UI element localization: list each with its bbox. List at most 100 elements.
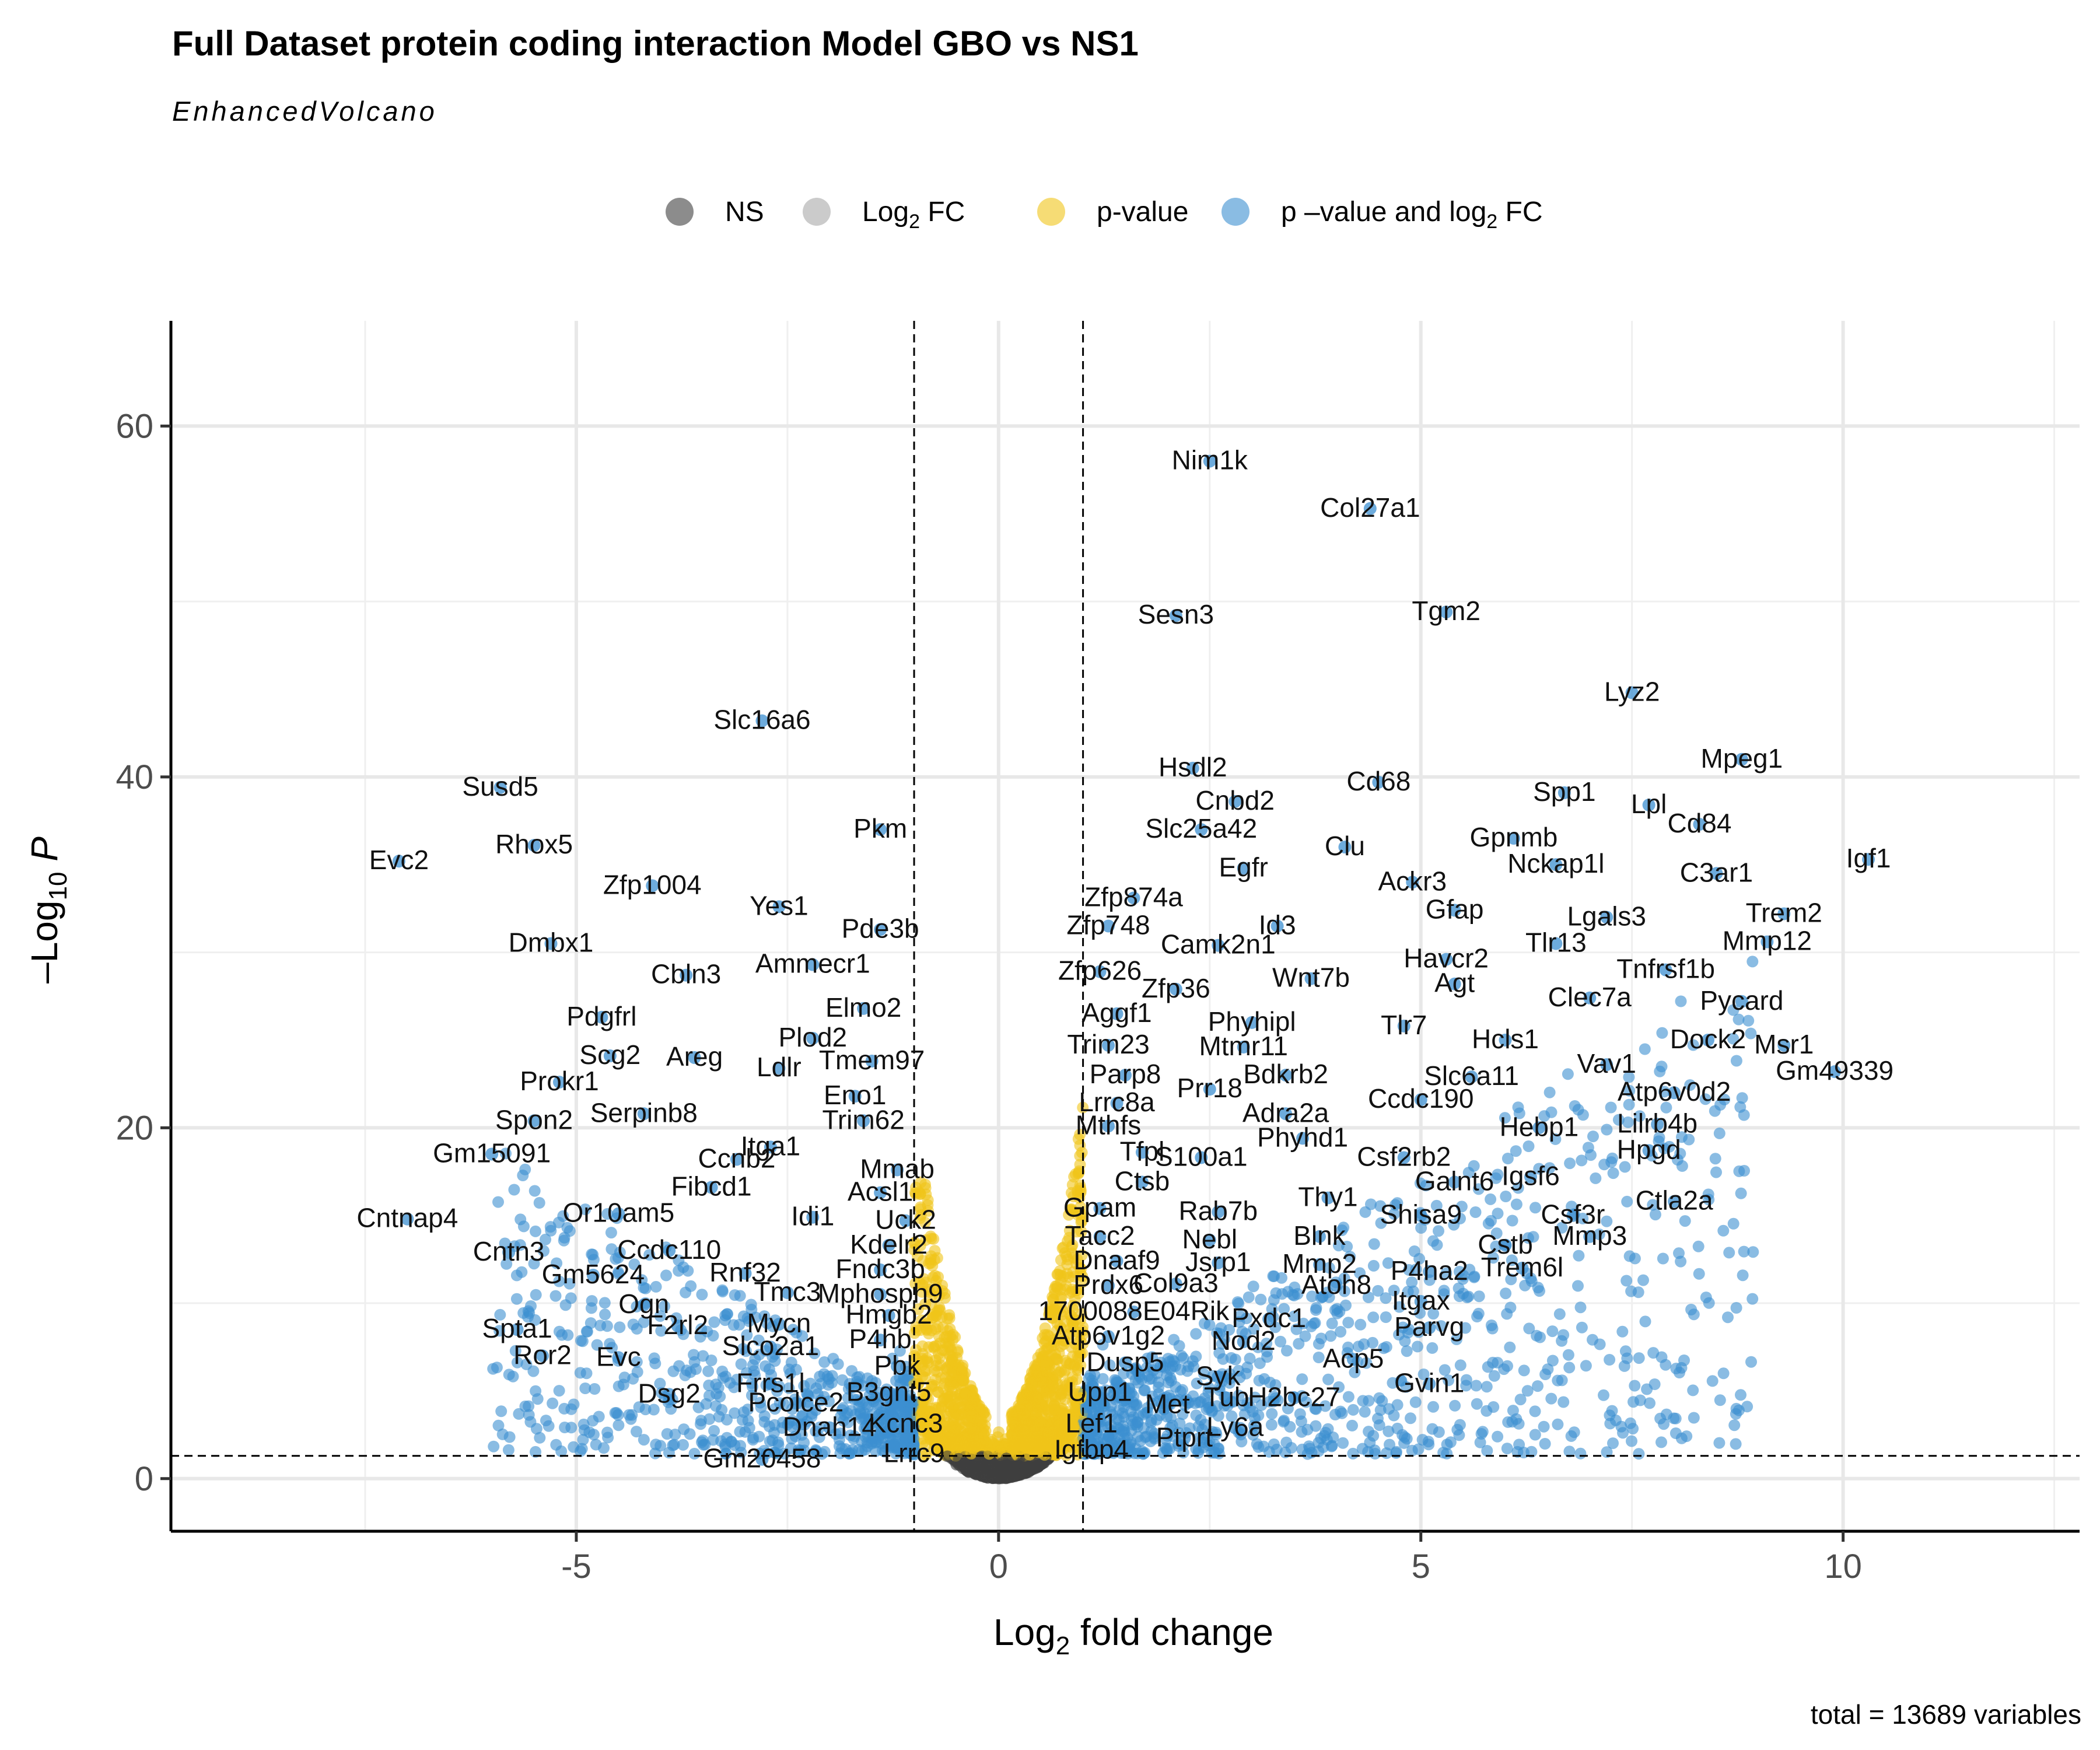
- labeled-point: [1828, 1065, 1842, 1079]
- labeled-point: [1659, 963, 1672, 977]
- data-point: [814, 1421, 826, 1433]
- labeled-point: [1642, 799, 1656, 811]
- data-point: [492, 1419, 505, 1432]
- data-point: [864, 1419, 876, 1431]
- gene-label: Tlr13: [1525, 928, 1587, 958]
- data-point: [1679, 1215, 1691, 1227]
- data-point: [944, 1330, 957, 1342]
- data-point: [1325, 1330, 1337, 1342]
- gene-label: Ammecr1: [755, 949, 870, 979]
- gene-label: Syk: [1196, 1360, 1241, 1391]
- data-point: [1198, 1368, 1210, 1380]
- data-point: [1585, 1149, 1597, 1161]
- data-point: [1046, 1305, 1059, 1317]
- gene-label: Parp8: [1090, 1059, 1161, 1089]
- data-point: [1487, 1252, 1499, 1264]
- data-point: [915, 1324, 926, 1336]
- data-point: [579, 1382, 592, 1394]
- data-point: [1354, 1318, 1367, 1331]
- data-point: [685, 1280, 697, 1292]
- data-point: [1468, 1271, 1480, 1283]
- data-point: [550, 1438, 562, 1451]
- data-point: [668, 1438, 680, 1451]
- data-point: [1601, 1124, 1613, 1136]
- data-point: [1532, 1380, 1544, 1392]
- data-point: [1620, 1275, 1633, 1287]
- gene-label: Ctla2a: [1636, 1185, 1713, 1216]
- data-point: [1693, 1268, 1705, 1280]
- labeled-point: [772, 1318, 786, 1331]
- labeled-point: [1093, 965, 1107, 978]
- data-point: [1544, 1162, 1556, 1174]
- data-point: [612, 1252, 624, 1264]
- data-point: [1409, 1396, 1422, 1408]
- data-point: [692, 1401, 705, 1413]
- cutoff-lines: [171, 321, 2080, 1531]
- labeled-point: [1237, 1335, 1250, 1349]
- labeled-point: [544, 937, 558, 950]
- data-point: [1068, 1171, 1080, 1183]
- data-point: [519, 1163, 531, 1175]
- gene-label: Havcr2: [1404, 943, 1489, 974]
- data-point: [1471, 1311, 1483, 1322]
- data-point: [1668, 1412, 1680, 1424]
- legend-item-ns: NS: [666, 197, 764, 228]
- gene-label: Cntn3: [473, 1236, 545, 1266]
- data-point: [1382, 1425, 1395, 1437]
- labeled-point: [494, 780, 507, 794]
- data-point: [814, 1370, 826, 1382]
- data-point: [1427, 1401, 1439, 1413]
- data-point: [1337, 1437, 1349, 1449]
- x-tick-label: -5: [561, 1548, 592, 1586]
- gene-label: Gm5624: [542, 1259, 645, 1289]
- data-point: [559, 1422, 571, 1433]
- data-point: [1190, 1328, 1202, 1340]
- data-point: [1623, 1071, 1635, 1083]
- data-point: [967, 1433, 979, 1445]
- data-point: [1605, 1156, 1618, 1168]
- data-point: [1338, 1222, 1350, 1234]
- data-point: [915, 1209, 927, 1221]
- data-point: [888, 1441, 900, 1453]
- data-point: [704, 1413, 716, 1425]
- data-point: [1282, 1402, 1294, 1415]
- data-point: [766, 1351, 779, 1363]
- data-point: [1255, 1293, 1267, 1306]
- labeled-point: [1178, 1432, 1191, 1445]
- labeled-point: [1220, 1391, 1233, 1405]
- data-point: [1058, 1241, 1070, 1254]
- labeled-point: [874, 923, 887, 936]
- data-point: [818, 1356, 831, 1368]
- labeled-point: [1169, 609, 1182, 622]
- data-point: [1451, 1334, 1462, 1345]
- data-point: [746, 1390, 758, 1402]
- data-point: [1393, 1301, 1405, 1313]
- data-point: [1190, 1443, 1202, 1455]
- gene-label: Rhox5: [495, 829, 573, 859]
- point-cloud: [487, 956, 1759, 1485]
- data-point: [586, 1248, 598, 1261]
- data-point: [1038, 1449, 1051, 1461]
- data-point: [713, 1410, 725, 1423]
- data-point: [1713, 1437, 1726, 1449]
- data-point: [1490, 1227, 1503, 1240]
- chart-caption: total = 13689 variables: [1811, 1699, 2081, 1730]
- data-point: [1449, 1399, 1461, 1412]
- data-point: [1066, 1311, 1078, 1322]
- data-point: [1556, 1222, 1568, 1234]
- data-point: [1699, 1093, 1712, 1105]
- data-point: [953, 1452, 965, 1465]
- data-point: [1556, 1335, 1568, 1347]
- labeled-point: [1651, 1118, 1664, 1131]
- data-point: [848, 1433, 860, 1445]
- data-point: [1014, 1468, 1027, 1480]
- labeled-point: [1499, 1033, 1512, 1046]
- data-point: [785, 1442, 797, 1454]
- data-point: [1009, 1438, 1021, 1451]
- data-point: [1177, 1352, 1189, 1364]
- data-point: [716, 1286, 729, 1298]
- data-point: [835, 1427, 846, 1440]
- labeled-point: [612, 1207, 625, 1220]
- data-point: [740, 1345, 752, 1357]
